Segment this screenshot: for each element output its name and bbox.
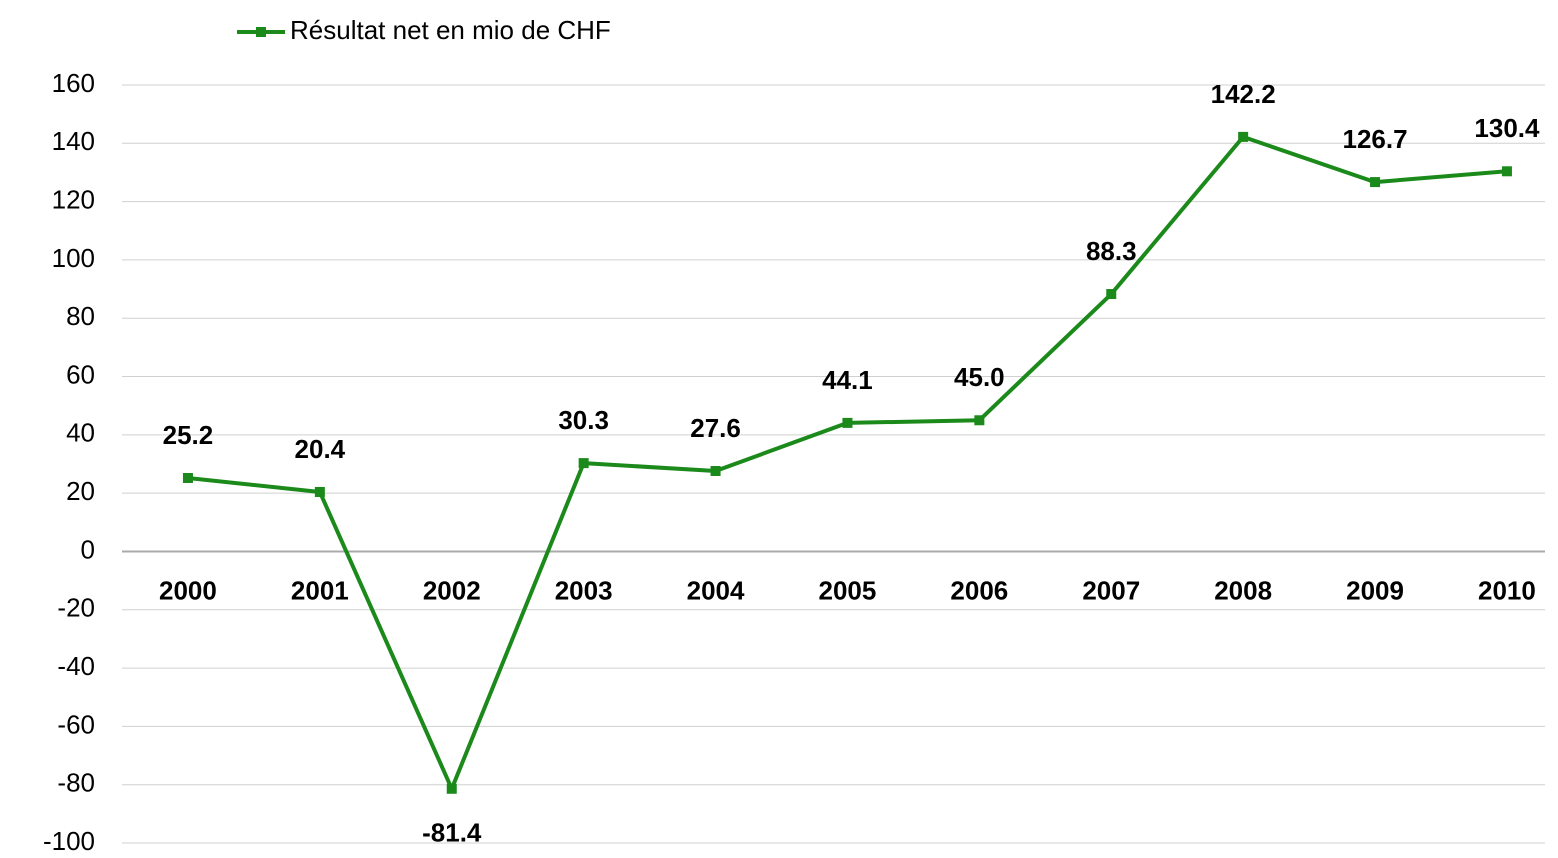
x-tick-label: 2002 [423, 575, 481, 605]
y-tick-label: 60 [66, 359, 95, 389]
y-tick-label: 20 [66, 476, 95, 506]
x-tick-label: 2005 [819, 575, 877, 605]
y-tick-label: 80 [66, 301, 95, 331]
line [187, 134, 1508, 791]
marker [578, 458, 589, 469]
marker [182, 472, 193, 483]
x-tick-label: 2003 [555, 575, 613, 605]
data-label: 126.7 [1343, 124, 1408, 154]
y-tick-label: 100 [52, 243, 95, 273]
x-tick-label: 2006 [950, 575, 1008, 605]
y-tick-label: -100 [43, 826, 95, 856]
data-label: 20.4 [295, 434, 346, 464]
marker [1370, 177, 1381, 188]
data-label: 88.3 [1086, 236, 1137, 266]
y-tick-label: -60 [57, 709, 95, 739]
y-tick-label: -20 [57, 593, 95, 623]
data-label: 45.0 [954, 362, 1005, 392]
x-tick-label: 2007 [1082, 575, 1140, 605]
marker [1501, 166, 1512, 177]
data-label: 142.2 [1211, 79, 1276, 109]
marker [842, 417, 853, 428]
data-label: -81.4 [422, 818, 482, 848]
data-label: 44.1 [822, 365, 873, 395]
y-tick-label: 0 [81, 534, 95, 564]
x-tick-label: 2008 [1214, 575, 1272, 605]
data-label: 27.6 [690, 413, 741, 443]
marker [1106, 289, 1117, 300]
y-tick-label: -80 [57, 768, 95, 798]
y-tick-label: 140 [52, 126, 95, 156]
marker [710, 465, 721, 476]
y-tick-label: -40 [57, 651, 95, 681]
marker [446, 783, 457, 794]
legend-label: Résultat net en mio de CHF [290, 15, 611, 45]
x-tick-label: 2001 [291, 575, 349, 605]
x-tick-label: 2010 [1478, 575, 1536, 605]
data-label: 25.2 [163, 420, 214, 450]
data-label: 30.3 [558, 405, 609, 435]
y-tick-label: 160 [52, 68, 95, 98]
y-tick-label: 120 [52, 184, 95, 214]
legend-marker [256, 27, 266, 37]
y-tick-label: 40 [66, 418, 95, 448]
x-tick-label: 2004 [687, 575, 745, 605]
marker [1238, 131, 1249, 142]
x-tick-label: 2009 [1346, 575, 1404, 605]
marker [974, 415, 985, 426]
data-label: 130.4 [1474, 113, 1540, 143]
marker [314, 486, 325, 497]
x-tick-label: 2000 [159, 575, 217, 605]
